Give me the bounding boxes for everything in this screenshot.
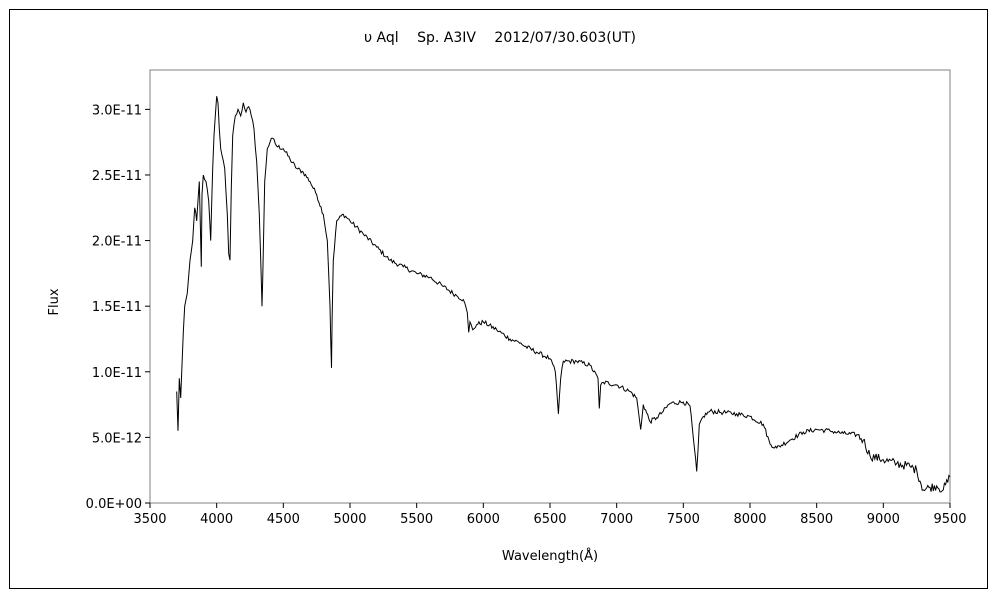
x-tick-label: 8500 <box>800 512 833 527</box>
x-tick-label: 4000 <box>200 512 233 527</box>
x-axis-ticks: 3500 4000 4500 5000 5500 6000 6500 7000 7500 8000… <box>133 503 967 527</box>
x-tick-label: 9500 <box>933 512 966 527</box>
x-tick-label: 6000 <box>467 512 500 527</box>
y-tick-label: 1.5E-11 <box>92 300 142 315</box>
x-tick-label: 5500 <box>400 512 433 527</box>
y-axis-ticks: 0.0E+00 5.0E-12 1.0E-11 1.5E-11 2.0E-11 2.5E-… <box>86 103 150 512</box>
x-tick-label: 6500 <box>533 512 566 527</box>
x-tick-label: 9000 <box>867 512 900 527</box>
x-tick-label: 4500 <box>267 512 300 527</box>
y-axis-title: Flux <box>47 288 62 315</box>
y-tick-label: 0.0E+00 <box>86 497 142 512</box>
y-tick-label: 2.5E-11 <box>92 169 142 184</box>
x-tick-label: 8000 <box>733 512 766 527</box>
x-tick-label: 5000 <box>333 512 366 527</box>
y-tick-label: 5.0E-12 <box>92 431 142 446</box>
plot-area <box>149 69 951 504</box>
y-tick-label: 1.0E-11 <box>92 366 142 381</box>
spectrum-chart: υ Aql Sp. A3IV 2012/07/30.603(UT) 3500 40… <box>47 30 967 564</box>
x-tick-label: 7500 <box>667 512 700 527</box>
x-axis-title: Wavelength(Å) <box>502 548 598 564</box>
chart-frame: υ Aql Sp. A3IV 2012/07/30.603(UT) 3500 40… <box>9 9 988 589</box>
spectrum-line <box>176 96 951 493</box>
x-tick-label: 3500 <box>133 512 166 527</box>
y-tick-label: 2.0E-11 <box>92 235 142 250</box>
chart-title: υ Aql Sp. A3IV 2012/07/30.603(UT) <box>364 30 636 46</box>
x-tick-label: 7000 <box>600 512 633 527</box>
y-tick-label: 3.0E-11 <box>92 103 142 118</box>
